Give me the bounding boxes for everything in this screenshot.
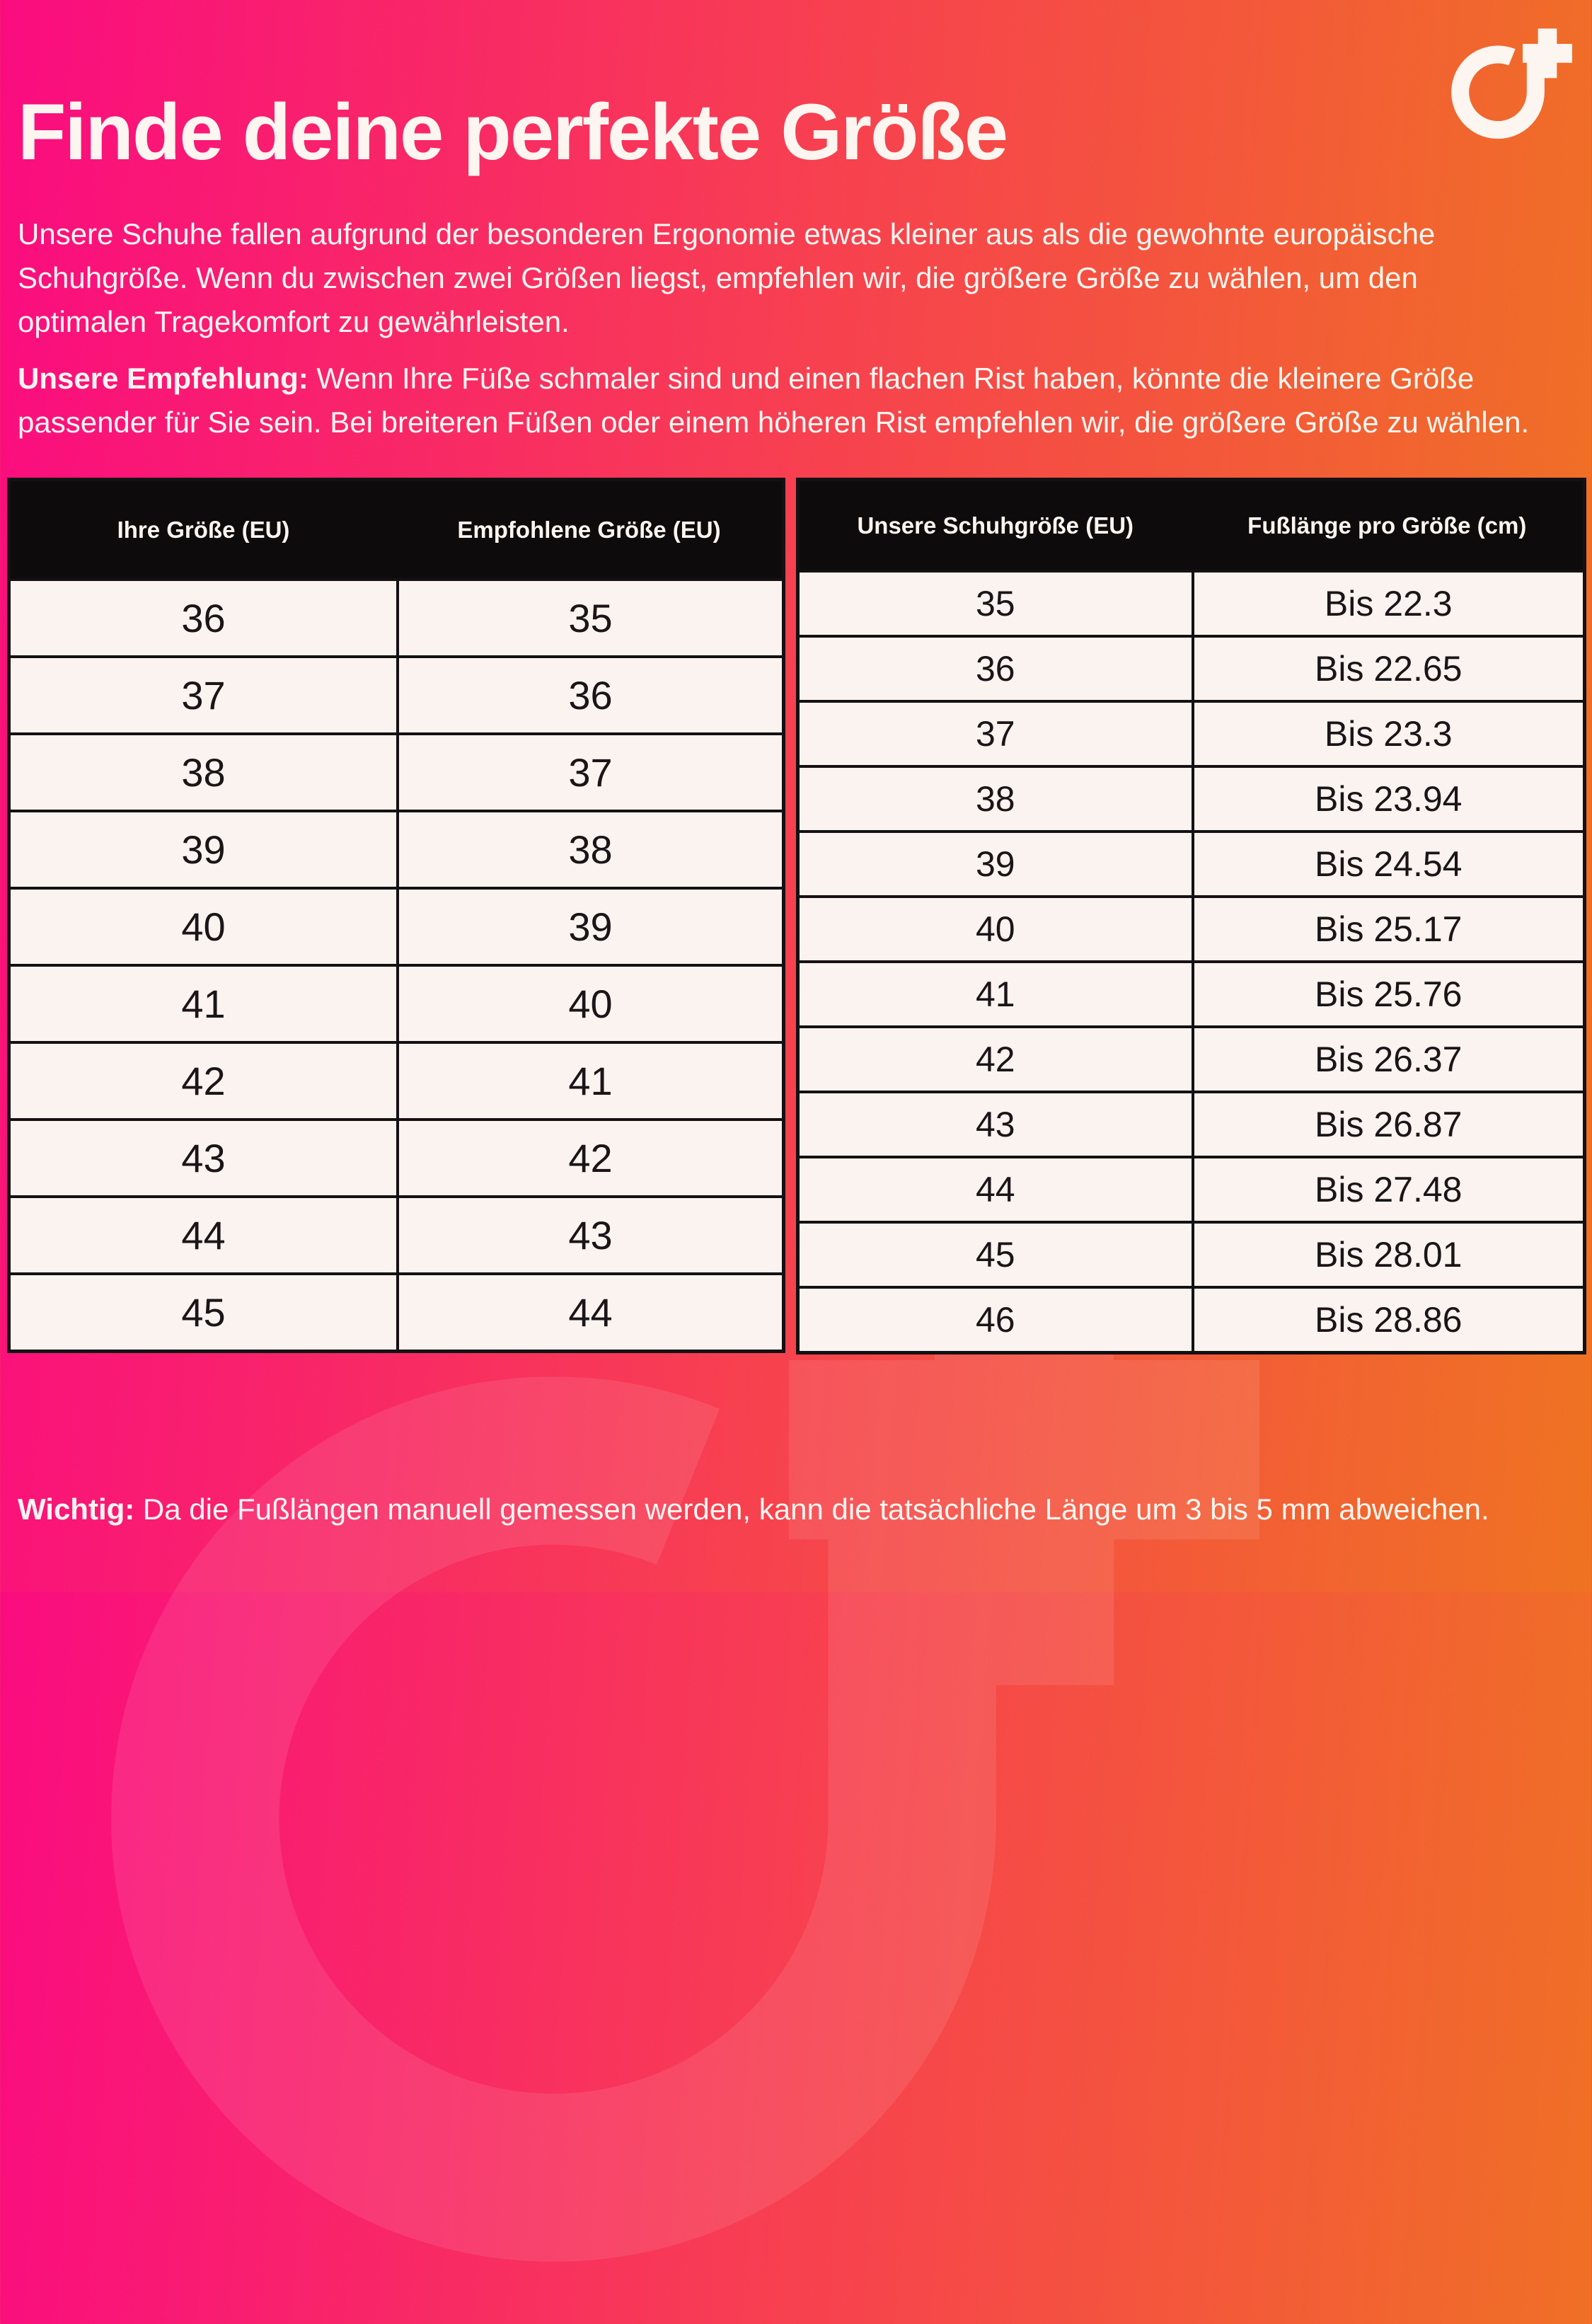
table-cell: 40	[396, 967, 782, 1041]
table-row: 39 38	[11, 810, 782, 887]
table-cell: Bis 25.17	[1191, 898, 1584, 960]
table-row: 40 Bis 25.17	[800, 895, 1583, 960]
column-header-our-shoe-size: Unsere Schuhgröße (EU)	[857, 512, 1134, 539]
table-row: 36 35	[11, 578, 782, 655]
table-cell: Bis 27.48	[1191, 1158, 1584, 1221]
table-cell: 37	[975, 714, 1015, 754]
column-header-recommended-size: Empfohlene Größe (EU)	[457, 516, 721, 543]
table-cell: Bis 22.65	[1191, 638, 1584, 700]
table-cell: 38	[975, 779, 1015, 819]
table-row: 45 Bis 28.01	[800, 1221, 1583, 1286]
table-row: 43 42	[11, 1118, 782, 1195]
recommendation-paragraph: Unsere Empfehlung: Wenn Ihre Füße schmal…	[18, 357, 1539, 444]
table-cell: 38	[181, 750, 226, 795]
size-conversion-table-header: Ihre Größe (EU) Empfohlene Größe (EU)	[11, 481, 782, 578]
table-row: 38 37	[11, 732, 782, 810]
table-row: 44 Bis 27.48	[800, 1156, 1583, 1221]
table-cell: 39	[975, 844, 1015, 884]
table-cell: 35	[396, 581, 782, 655]
table-cell: Bis 24.54	[1191, 833, 1584, 895]
table-cell: 39	[181, 827, 226, 872]
table-cell: 36	[181, 596, 226, 640]
foot-length-table-body: 35 Bis 22.3 36 Bis 22.65 37 Bis 23.3 38 Bis 23.…	[800, 570, 1583, 1351]
page-title: Finde deine perfekte Größe	[18, 88, 1008, 177]
brand-logo-icon	[1451, 28, 1572, 139]
table-cell: 36	[396, 658, 782, 732]
foot-length-table: Unsere Schuhgröße (EU) Fußlänge pro Größ…	[796, 478, 1586, 1354]
table-cell: 43	[975, 1105, 1015, 1144]
table-cell: 40	[975, 909, 1015, 949]
table-cell: 42	[181, 1059, 226, 1103]
intro-text: Unsere Schuhe fallen aufgrund der besond…	[18, 217, 1436, 338]
table-cell: 36	[975, 649, 1015, 689]
table-cell: 44	[181, 1213, 226, 1258]
table-cell: 37	[396, 735, 782, 810]
table-row: 44 43	[11, 1195, 782, 1272]
table-row: 42 Bis 26.37	[800, 1025, 1583, 1091]
table-cell: 37	[181, 673, 226, 718]
table-row: 46 Bis 28.86	[800, 1286, 1583, 1351]
table-cell: 41	[396, 1044, 782, 1118]
recommendation-text: Wenn Ihre Füße schmaler sind und einen f…	[18, 362, 1530, 439]
foot-length-table-header: Unsere Schuhgröße (EU) Fußlänge pro Größ…	[800, 481, 1583, 570]
size-conversion-table: Ihre Größe (EU) Empfohlene Größe (EU) 36…	[7, 478, 785, 1353]
table-cell: 41	[181, 982, 226, 1026]
column-header-your-size: Ihre Größe (EU)	[117, 516, 290, 543]
table-cell: 44	[396, 1275, 782, 1350]
table-row: 41 Bis 25.76	[800, 960, 1583, 1025]
table-cell: 40	[181, 904, 226, 949]
important-label: Wichtig:	[18, 1492, 135, 1526]
table-cell: Bis 23.94	[1191, 768, 1584, 830]
table-row: 38 Bis 23.94	[800, 765, 1583, 830]
table-cell: 42	[975, 1040, 1015, 1079]
table-cell: Bis 26.37	[1191, 1028, 1584, 1091]
important-text: Da die Fußlängen manuell gemessen werden…	[134, 1492, 1489, 1526]
table-row: 36 Bis 22.65	[800, 635, 1583, 700]
table-row: 41 40	[11, 964, 782, 1041]
table-cell: 39	[396, 890, 782, 964]
recommendation-label: Unsere Empfehlung:	[18, 362, 308, 395]
table-row: 37 36	[11, 655, 782, 732]
table-row: 43 Bis 26.87	[800, 1091, 1583, 1156]
table-row: 42 41	[11, 1041, 782, 1118]
table-cell: 45	[975, 1235, 1015, 1275]
table-cell: 35	[975, 584, 1015, 623]
table-cell: Bis 25.76	[1191, 963, 1584, 1025]
table-cell: 45	[181, 1290, 226, 1335]
table-cell: Bis 22.3	[1191, 573, 1584, 635]
size-guide-page: { "header": { "title": "Finde deine perf…	[0, 0, 1592, 1592]
column-header-foot-length: Fußlänge pro Größe (cm)	[1247, 512, 1527, 539]
table-cell: 46	[975, 1300, 1015, 1340]
table-row: 40 39	[11, 887, 782, 964]
table-cell: Bis 26.87	[1191, 1093, 1584, 1156]
table-cell: 43	[396, 1198, 782, 1272]
intro-paragraph: Unsere Schuhe fallen aufgrund der besond…	[18, 212, 1539, 344]
table-cell: 42	[396, 1121, 782, 1195]
table-row: 37 Bis 23.3	[800, 700, 1583, 765]
size-conversion-table-body: 36 35 37 36 38 37 39 38 40 39 41 40 42 41 43 42 44 43 45 44	[11, 578, 782, 1350]
table-cell: 38	[396, 812, 782, 887]
table-cell: 43	[181, 1136, 226, 1180]
table-cell: Bis 23.3	[1191, 703, 1584, 765]
table-row: 35 Bis 22.3	[800, 570, 1583, 635]
table-cell: Bis 28.86	[1191, 1289, 1584, 1351]
table-cell: Bis 28.01	[1191, 1224, 1584, 1286]
footer-note: Wichtig: Da die Fußlängen manuell gemess…	[18, 1488, 1560, 1531]
table-row: 39 Bis 24.54	[800, 830, 1583, 895]
watermark-logo-icon	[111, 1214, 1259, 2262]
table-cell: 44	[975, 1170, 1015, 1209]
table-cell: 41	[975, 974, 1015, 1014]
table-row: 45 44	[11, 1272, 782, 1350]
